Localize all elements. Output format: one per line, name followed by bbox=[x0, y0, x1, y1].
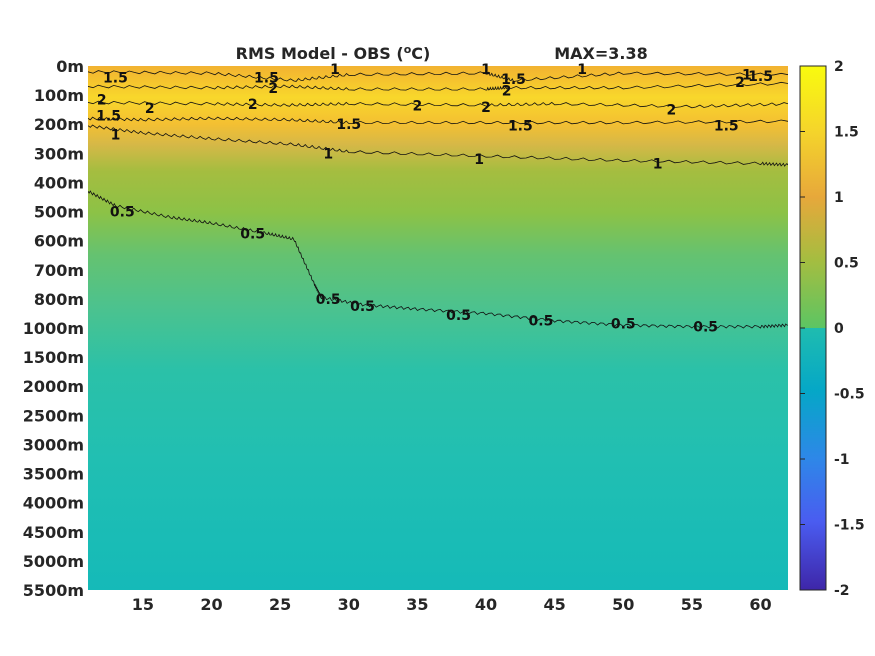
y-tick-label: 300m bbox=[34, 144, 84, 163]
x-tick-label: 50 bbox=[612, 595, 634, 614]
contour-label: 2 bbox=[97, 92, 107, 108]
contour-labels: 1.5 1.51 11.51 11.521.5 222 222 221.5 1.5 1.511 1… bbox=[96, 62, 773, 336]
contour-line bbox=[88, 70, 788, 82]
y-axis-ticks: 0m 100m 200m 300m 400m 500m 600m 700m 800m 1000m 1… bbox=[23, 57, 84, 600]
contour-label: 0.5 bbox=[446, 308, 471, 324]
x-tick-label: 45 bbox=[544, 595, 566, 614]
contour-label: 2 bbox=[481, 100, 491, 116]
y-tick-label: 500m bbox=[34, 203, 84, 222]
x-axis-ticks: 15 20 25 30 35 40 45 50 55 60 bbox=[132, 595, 772, 614]
y-tick-label: 3000m bbox=[23, 435, 84, 454]
contour-label: 2 bbox=[502, 84, 512, 100]
x-tick-label: 20 bbox=[200, 595, 222, 614]
colorbar-tick-label: -1.5 bbox=[834, 518, 865, 534]
contour-label: 1.5 bbox=[103, 71, 128, 87]
y-tick-label: 5500m bbox=[23, 581, 84, 600]
y-tick-label: 800m bbox=[34, 290, 84, 309]
y-tick-label: 600m bbox=[34, 232, 84, 251]
colorbar-tick-label: 0 bbox=[834, 321, 844, 337]
y-tick-label: 2000m bbox=[23, 377, 84, 396]
contour-label: 1.5 bbox=[336, 117, 361, 133]
contour-label: 0.5 bbox=[110, 205, 135, 221]
y-tick-label: 2500m bbox=[23, 406, 84, 425]
contour-label: 1.5 bbox=[96, 108, 121, 124]
contour-label: 1 bbox=[323, 146, 333, 162]
contour-label: 2 bbox=[248, 97, 258, 113]
contour-label: 1 bbox=[742, 68, 752, 84]
y-tick-label: 700m bbox=[34, 261, 84, 280]
contour-label: 1.5 bbox=[501, 72, 526, 88]
contour-label: 1 bbox=[474, 152, 484, 168]
contour-line bbox=[88, 100, 788, 109]
max-label: MAX=3.38 bbox=[554, 44, 648, 63]
y-tick-label: 4500m bbox=[23, 523, 84, 542]
y-tick-label: 4000m bbox=[23, 494, 84, 513]
chart-title-superscript: o bbox=[404, 43, 412, 56]
x-tick-label: 40 bbox=[475, 595, 497, 614]
contour-label: 2 bbox=[145, 101, 155, 117]
contour-label: 1.5 bbox=[508, 119, 533, 135]
contour-label: 0.5 bbox=[316, 292, 341, 308]
contour-label: 0.5 bbox=[350, 299, 375, 315]
x-tick-label: 35 bbox=[406, 595, 428, 614]
contour-line bbox=[88, 116, 788, 125]
y-tick-label: 5000m bbox=[23, 552, 84, 571]
heatmap-field bbox=[88, 66, 788, 590]
contour-label: 0.5 bbox=[611, 317, 636, 333]
colorbar-tick-label: 0.5 bbox=[834, 256, 859, 272]
contour-label: 1 bbox=[330, 62, 340, 78]
y-tick-label: 400m bbox=[34, 173, 84, 192]
contour-label: 0.5 bbox=[240, 226, 265, 242]
contour-line bbox=[88, 81, 788, 91]
contour-label: 0.5 bbox=[693, 320, 718, 336]
contour-label: 1.5 bbox=[254, 71, 279, 87]
chart-title: RMS Model - OBS (oC) bbox=[236, 43, 431, 63]
x-tick-label: 30 bbox=[338, 595, 360, 614]
y-tick-label: 1500m bbox=[23, 348, 84, 367]
y-tick-label: 200m bbox=[34, 115, 84, 134]
chart-title-unit: C) bbox=[411, 44, 430, 63]
contour-label: 1 bbox=[653, 157, 663, 173]
contour-lines bbox=[88, 70, 788, 329]
x-tick-label: 25 bbox=[269, 595, 291, 614]
colorbar-ticks: 2 1.5 1 0.5 0 -0.5 -1 -1.5 -2 bbox=[800, 59, 865, 599]
contour-label: 2 bbox=[268, 81, 278, 97]
contour-label: 2 bbox=[666, 103, 676, 119]
contour-line bbox=[88, 190, 788, 329]
contour-label: 1 bbox=[577, 62, 587, 78]
colorbar-tick-label: -0.5 bbox=[834, 387, 865, 403]
chart-title-text: RMS Model - OBS ( bbox=[236, 44, 404, 63]
y-tick-label: 1000m bbox=[23, 319, 84, 338]
y-tick-label: 3500m bbox=[23, 465, 84, 484]
colorbar-tick-label: -2 bbox=[834, 583, 850, 599]
contour-label: 1 bbox=[481, 62, 491, 78]
contour-label: 2 bbox=[735, 75, 745, 91]
contour-line bbox=[88, 124, 788, 167]
y-tick-label: 100m bbox=[34, 86, 84, 105]
contour-label: 0.5 bbox=[529, 314, 554, 330]
x-tick-label: 60 bbox=[749, 595, 771, 614]
colorbar-tick-label: 1 bbox=[834, 190, 844, 206]
colorbar-tick-label: 1.5 bbox=[834, 125, 859, 141]
x-tick-label: 55 bbox=[681, 595, 703, 614]
y-tick-label: 0m bbox=[56, 57, 84, 76]
contour-label: 2 bbox=[413, 98, 423, 114]
x-tick-label: 15 bbox=[132, 595, 154, 614]
colorbar-tick-label: -1 bbox=[834, 452, 850, 468]
contour-label: 1 bbox=[111, 127, 121, 143]
contour-label: 1.5 bbox=[714, 119, 739, 135]
contour-label: 1.5 bbox=[748, 69, 773, 85]
colorbar-tick-label: 2 bbox=[834, 59, 844, 75]
